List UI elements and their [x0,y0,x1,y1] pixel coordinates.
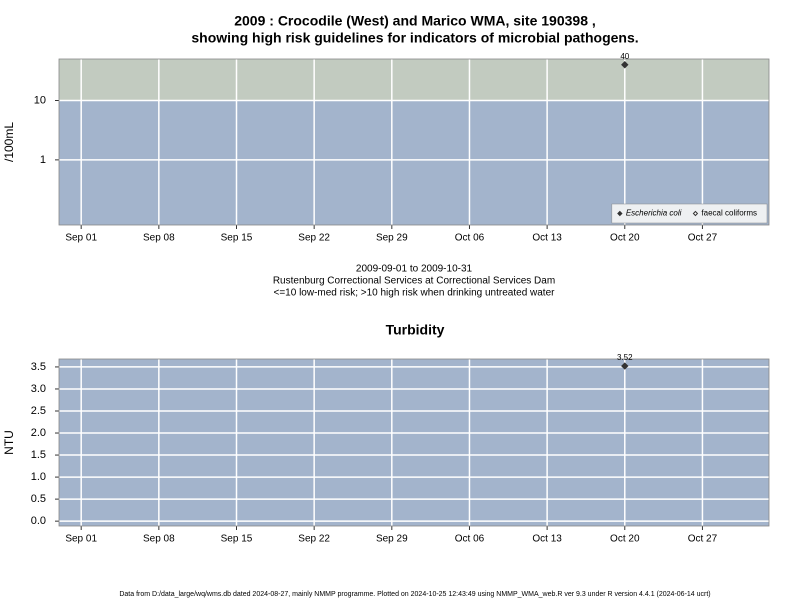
x-tick-label: Sep 08 [143,534,175,545]
x-tick-label: Sep 15 [221,534,253,545]
note: <=10 low-med risk; >10 high risk when dr… [274,288,556,299]
x-tick-label: Sep 01 [65,534,97,545]
note: 2009-09-01 to 2009-10-31 [356,264,473,275]
y-tick-label: 10 [34,94,46,106]
y-tick-label: 1.0 [31,471,46,483]
x-tick-label: Sep 15 [221,233,253,244]
x-tick-label: Sep 29 [376,233,408,244]
plot-background [59,359,769,526]
data-label: 3.52 [617,353,633,362]
legend-box [611,203,768,224]
y-tick-label: 2.0 [31,427,46,439]
x-tick-label: Oct 20 [610,233,640,244]
chart-title: Turbidity [386,322,445,338]
x-tick-label: Oct 27 [688,233,718,244]
note: Rustenburg Correctional Services at Corr… [273,276,555,287]
x-tick-label: Sep 22 [298,534,330,545]
y-tick-label: 1 [40,154,46,166]
x-tick-label: Oct 06 [455,233,485,244]
x-tick-label: Sep 29 [376,534,408,545]
x-tick-label: Oct 20 [610,534,640,545]
data-label: 40 [620,52,629,61]
footer: Data from D:/data_large/wq/wms.db dated … [119,591,710,598]
y-tick-label: 3.0 [31,383,46,395]
y-axis-label: NTU [2,430,16,455]
y-axis-label: /100mL [2,122,16,162]
y-tick-label: 1.5 [31,449,46,461]
risk-band-high [59,59,769,101]
plot-frame [58,58,770,226]
legend: Escherichia coli faecal coliforms [611,203,768,224]
chart-title: showing high risk guidelines for indicat… [191,30,638,46]
x-tick-label: Sep 08 [143,233,175,244]
x-tick-label: Sep 01 [65,233,97,244]
x-tick-label: Oct 06 [455,534,485,545]
x-tick-label: Oct 27 [688,534,718,545]
x-tick-label: Sep 22 [298,233,330,244]
legend-marker [692,210,699,217]
x-tick-label: Oct 13 [532,233,562,244]
legend-label: faecal coliforms [701,209,757,218]
data-point [621,61,629,69]
y-tick-label: 3.5 [31,361,46,373]
plot-frame [58,358,770,527]
y-tick-label: 0.0 [31,515,46,527]
y-tick-label: 2.5 [31,405,46,417]
legend-label: Escherichia coli [626,209,682,218]
y-tick-label: 0.5 [31,493,46,505]
chart-title: 2009 : Crocodile (West) and Marico WMA, … [234,13,596,29]
data-point [621,362,629,370]
x-tick-label: Oct 13 [532,534,562,545]
legend-marker [617,210,623,217]
